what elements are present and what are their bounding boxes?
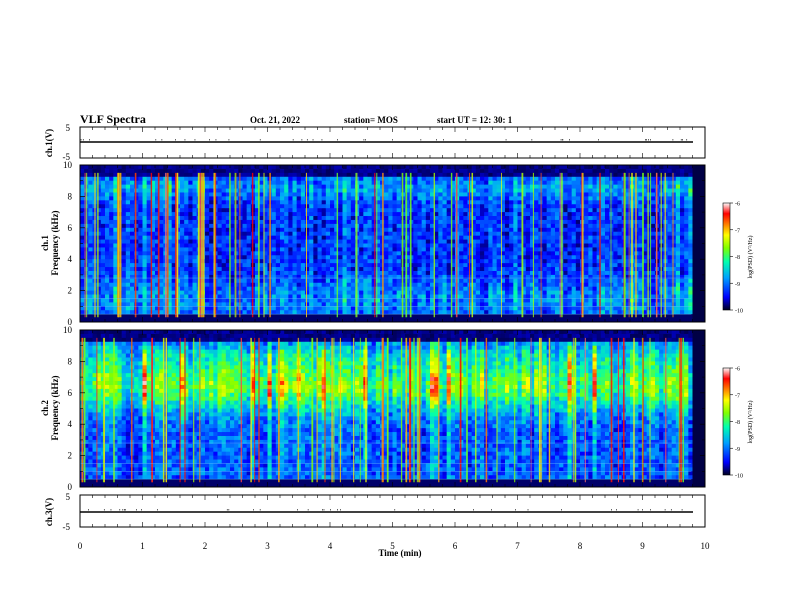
freq-tick-label: 10 (63, 160, 73, 170)
station-label: station= MOS (344, 115, 398, 125)
time-tick-label: 9 (640, 541, 645, 551)
colorbar-tick-label: -8 (735, 420, 740, 426)
spectrogram-panel-ch1: 0 2 4 6 8 10 ch.1 Frequency (kHz) (40, 160, 706, 327)
time-tick-label: 0 (78, 541, 83, 551)
time-tick-label: 4 (328, 541, 333, 551)
colorbar-tick-label: -6 (735, 367, 740, 373)
spec2-ylabel-channel: ch.2 (40, 400, 50, 416)
freq-tick-label: 2 (68, 286, 73, 296)
spec1-ylabel-channel: ch.1 (40, 235, 50, 251)
freq-tick-label: 4 (68, 419, 73, 429)
colorbar-tick-label: -10 (735, 474, 743, 480)
ch3-ytick-top: 5 (66, 492, 71, 502)
colorbar-ch1-label: log(PSD) (V²/Hz) (747, 236, 754, 279)
colorbar-tick-label: -8 (735, 255, 740, 261)
time-tick-label: 3 (265, 541, 270, 551)
freq-tick-label: 6 (68, 223, 73, 233)
time-tick-label: 1 (140, 541, 145, 551)
spec2-ylabel-freq: Frequency (kHz) (50, 375, 60, 440)
ch3-ytick-bottom: -5 (63, 522, 71, 532)
freq-tick-label: 8 (68, 356, 73, 366)
waveform-panel-ch1: 5 -5 ch.1(V) (44, 123, 706, 162)
start-time-label: start UT = 12: 30: 1 (437, 115, 513, 125)
spectrogram-panel-ch2: 0 2 4 6 8 10 ch.2 Frequency (kHz) (40, 325, 706, 492)
time-tick-label: 2 (203, 541, 208, 551)
colorbar-tick-label: -6 (735, 202, 740, 208)
time-tick-label: 10 (701, 541, 711, 551)
freq-tick-label: 0 (68, 482, 73, 492)
colorbar-tick-label: -9 (735, 447, 740, 453)
freq-tick-label: 10 (63, 325, 73, 335)
time-axis: 0 1 2 3 4 5 6 7 8 9 10 (78, 541, 710, 551)
date-label: Oct. 21, 2022 (250, 115, 300, 125)
colorbar-ch1: -6 -7 -8 -9 -10 log(PSD) (V²/Hz) (722, 202, 754, 315)
time-tick-label: 8 (578, 541, 583, 551)
colorbar-ch2: -6 -7 -8 -9 -10 log(PSD) (V²/Hz) (722, 367, 754, 480)
time-tick-label: 7 (515, 541, 520, 551)
ch1-ytick-top: 5 (66, 123, 71, 133)
colorbar-tick-label: -9 (735, 282, 740, 288)
time-tick-label: 6 (453, 541, 458, 551)
colorbar-ch2-label: log(PSD) (V²/Hz) (747, 401, 754, 444)
ch1-ytick-bottom: -5 (63, 152, 71, 162)
ch3-ylabel: ch.3(V) (44, 498, 54, 526)
freq-tick-label: 2 (68, 451, 73, 461)
ch1-ylabel: ch.1(V) (44, 129, 54, 157)
freq-tick-label: 6 (68, 388, 73, 398)
x-axis-label: Time (min) (378, 548, 421, 558)
waveform-panel-ch3: 5 -5 ch.3(V) (44, 492, 706, 532)
freq-tick-label: 0 (68, 317, 73, 327)
colorbar-tick-label: -7 (735, 393, 740, 399)
freq-tick-label: 8 (68, 191, 73, 201)
colorbar-tick-label: -10 (735, 309, 743, 315)
figure-title: VLF Spectra (80, 112, 146, 126)
time-tick-label: 5 (390, 541, 395, 551)
spec1-ylabel-freq: Frequency (kHz) (50, 210, 60, 275)
colorbar-tick-label: -7 (735, 228, 740, 234)
freq-tick-label: 4 (68, 254, 73, 264)
